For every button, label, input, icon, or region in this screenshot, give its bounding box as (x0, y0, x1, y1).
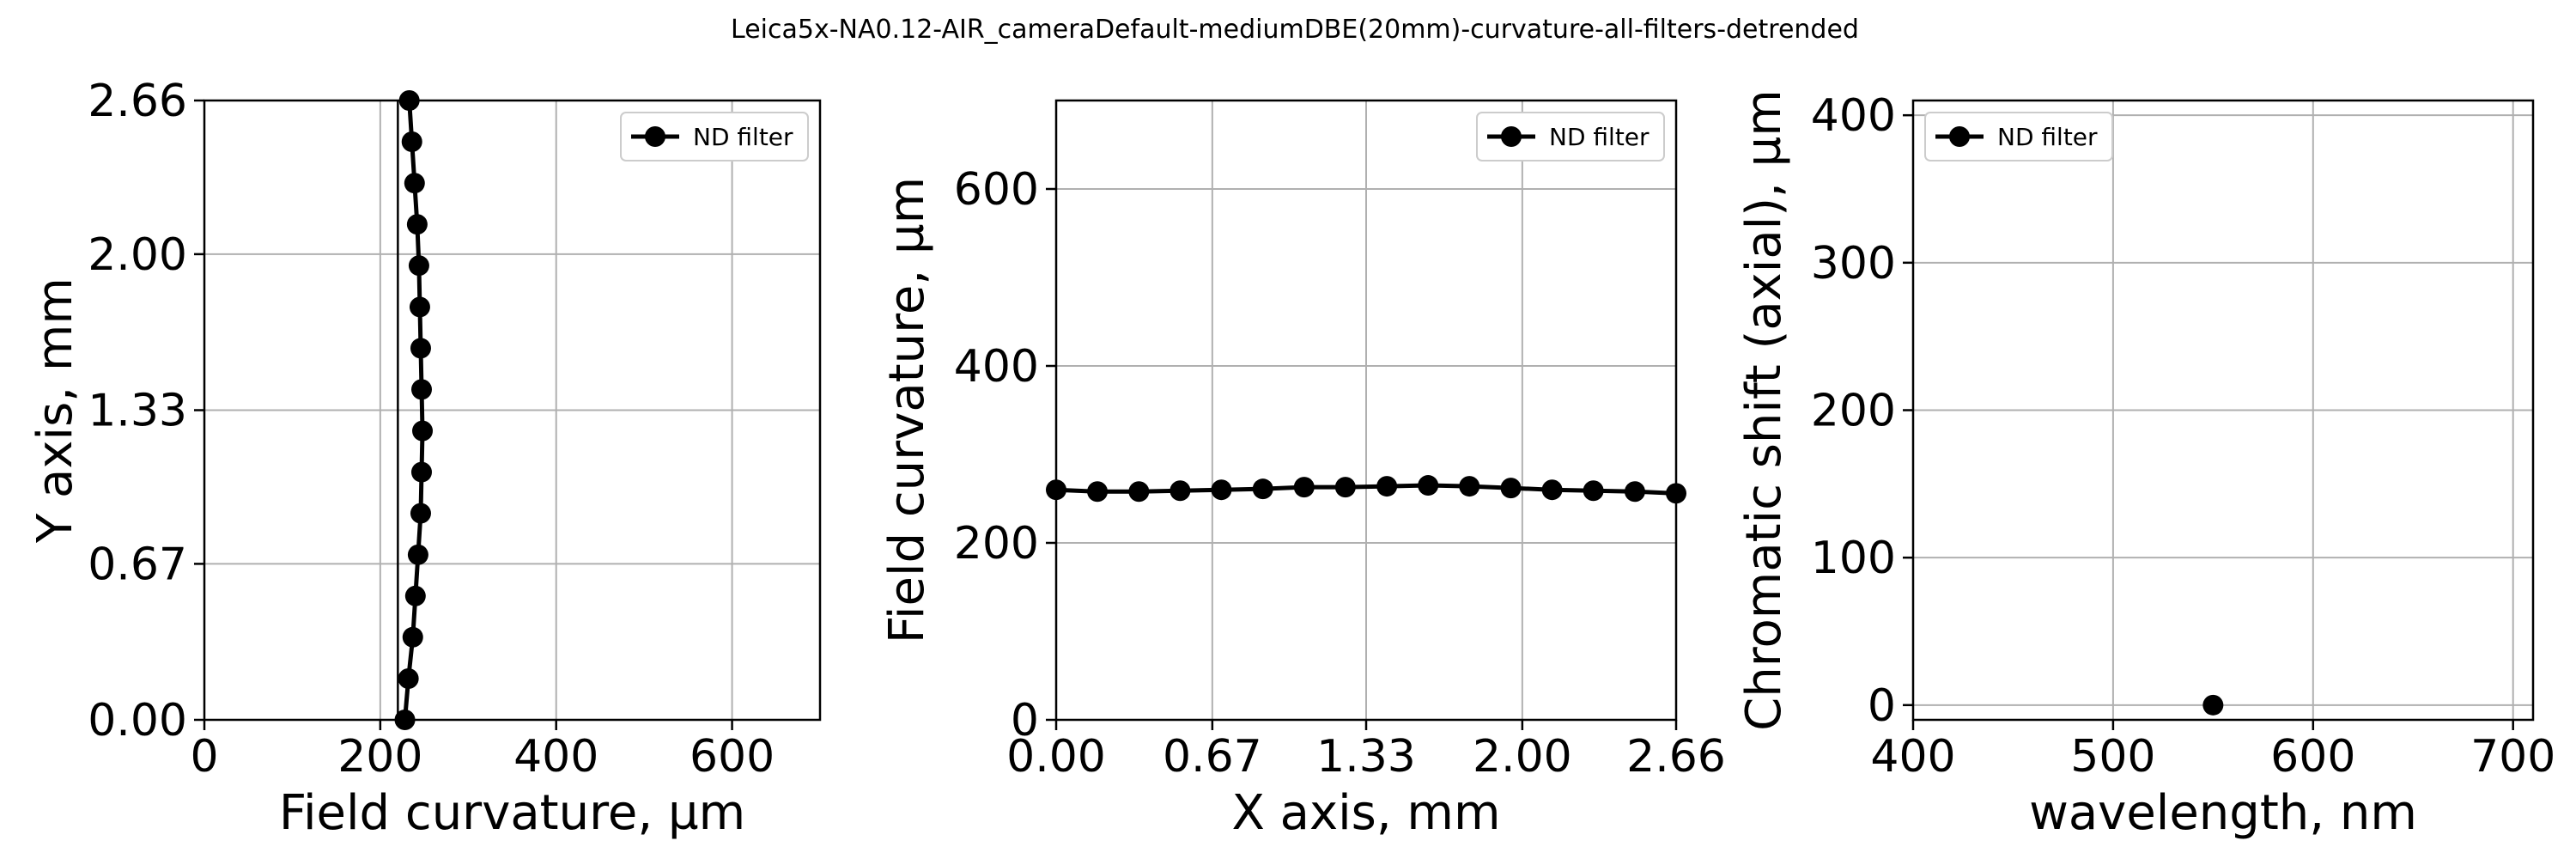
x-tick-label: 400 (1870, 731, 1955, 783)
chart-panel-3: 400 500 600 700 0 100 200 300 400 wavelength, nm C… (1736, 89, 2555, 841)
y-tick-label: 0.00 (88, 695, 187, 746)
data-point (1500, 478, 1522, 499)
x-tick-label: 500 (2070, 731, 2155, 783)
legend-label: ND filter (1997, 123, 2098, 151)
x-axis-label: X axis, mm (1231, 785, 1500, 841)
data-point (404, 585, 426, 606)
x-tick-label: 2.66 (1626, 731, 1726, 783)
data-point (1418, 475, 1439, 497)
data-point (1087, 481, 1109, 503)
x-axis-label: wavelength, nm (2029, 785, 2417, 841)
legend-label: ND filter (1549, 123, 1649, 151)
data-point (1170, 480, 1191, 502)
data-point (402, 626, 423, 648)
y-axis-label: Chromatic shift (axial), µm (1736, 89, 1792, 731)
figure-title: Leica5x-NA0.12-AIR_cameraDefault-mediumD… (731, 15, 1859, 45)
x-tick-label: 200 (337, 731, 422, 783)
data-point (1334, 477, 1356, 498)
legend-label: ND filter (693, 123, 793, 151)
data-point (408, 255, 429, 277)
data-point (407, 544, 428, 565)
y-tick-label: 300 (1811, 238, 1896, 289)
data-point (1583, 480, 1604, 502)
data-point (410, 379, 432, 400)
x-tick-label: 600 (690, 731, 775, 783)
y-tick-label: 2.00 (88, 229, 187, 281)
legend-box (1924, 112, 2113, 161)
y-axis-label: Field curvature, µm (879, 177, 935, 643)
data-point (410, 338, 431, 359)
y-tick-label: 400 (1811, 90, 1896, 142)
data-point (410, 461, 432, 483)
y-tick-label: 0.67 (88, 539, 187, 590)
legend: ND filter (1924, 112, 2113, 161)
y-tick-label: 100 (1811, 533, 1896, 584)
data-point (1541, 479, 1563, 501)
data-point (398, 668, 419, 690)
data-point (1376, 476, 1398, 497)
data-point (406, 214, 428, 235)
y-tick-label: 400 (954, 341, 1039, 393)
x-tick-label: 1.33 (1316, 731, 1416, 783)
panels: 0 200 400 600 0.00 0.67 1.33 2.00 2.66 Field curv… (27, 76, 2555, 841)
data-point (1459, 476, 1480, 497)
x-tick-label: 700 (2470, 731, 2555, 783)
legend: ND filter (620, 112, 809, 161)
x-tick-label: 400 (513, 731, 598, 783)
data-point (1211, 479, 1232, 501)
data-point (1128, 481, 1150, 503)
data-point (409, 296, 430, 318)
legend-box (620, 112, 809, 161)
data-point (404, 173, 425, 194)
data-point (1293, 477, 1315, 498)
y-tick-label: 0 (1868, 680, 1896, 732)
legend-marker (1501, 126, 1522, 147)
y-tick-label: 1.33 (88, 386, 187, 437)
legend-marker (645, 126, 665, 147)
y-tick-label: 2.66 (88, 76, 187, 127)
chart-panel-1: 0 200 400 600 0.00 0.67 1.33 2.00 2.66 Field curv… (27, 76, 822, 841)
x-tick-label: 600 (2270, 731, 2355, 783)
series-line (403, 100, 425, 721)
x-tick-label: 0.67 (1163, 731, 1262, 783)
data-point (401, 131, 422, 152)
x-tick-label: 0.00 (1006, 731, 1106, 783)
series-line (1055, 483, 1677, 496)
chart-panel-2: 0.00 0.67 1.33 2.00 2.66 0 200 400 600 X axis, mm… (879, 99, 1726, 841)
legend-box (1476, 112, 1665, 161)
y-tick-label: 600 (954, 164, 1039, 216)
legend-marker (1949, 126, 1970, 147)
y-tick-label: 200 (954, 518, 1039, 570)
x-axis-label: Field curvature, µm (279, 785, 745, 841)
data-point (410, 503, 431, 524)
x-tick-label: 0 (190, 731, 218, 783)
y-axis-label: Y axis, mm (27, 277, 83, 544)
data-point (2202, 694, 2224, 716)
x-tick-label: 2.00 (1473, 731, 1572, 783)
data-point (412, 420, 434, 442)
y-tick-label: 200 (1811, 386, 1896, 437)
data-point (1252, 478, 1273, 500)
data-point (1624, 481, 1645, 503)
legend: ND filter (1476, 112, 1665, 161)
y-tick-label: 0 (1011, 695, 1039, 746)
